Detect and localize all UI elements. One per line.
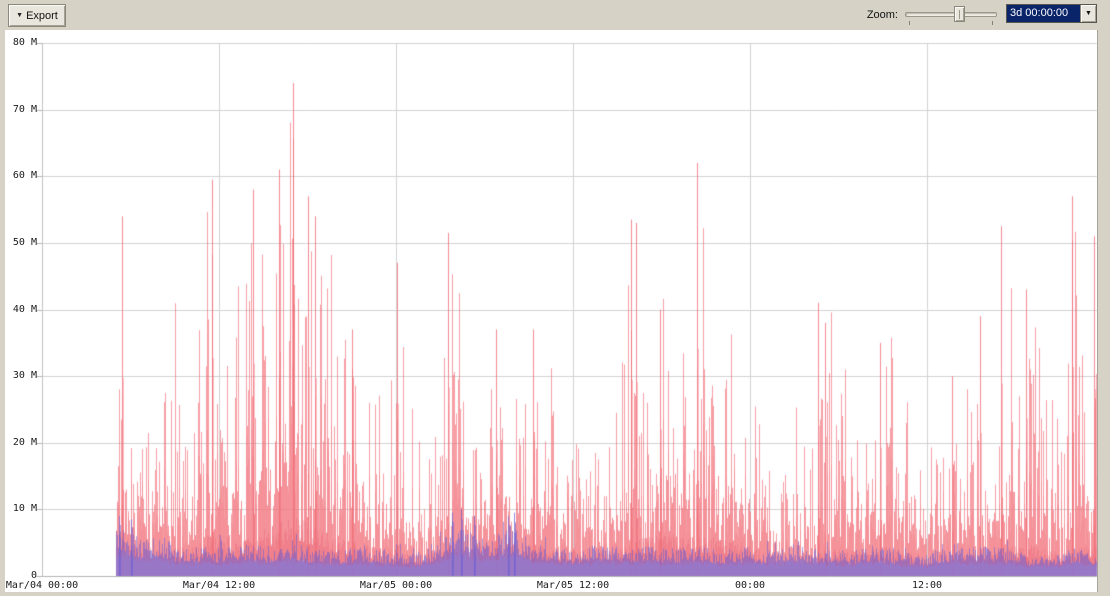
- slider-tick-max: [992, 21, 993, 25]
- x-axis-label: 12:00: [911, 580, 943, 591]
- zoom-slider-thumb[interactable]: [954, 6, 965, 22]
- export-button[interactable]: ▼ Export: [8, 4, 66, 27]
- x-axis-label: Mar/04 12:00: [182, 580, 256, 591]
- zoom-slider-track[interactable]: [905, 12, 997, 17]
- y-axis-label: 70 M: [12, 103, 37, 115]
- x-axis-label: Mar/04 00:00: [5, 580, 79, 591]
- y-axis-label: 30 M: [12, 370, 37, 382]
- arrow-down-icon: ▼: [1085, 10, 1092, 17]
- export-button-label: Export: [26, 9, 58, 22]
- y-axis-label: 80 M: [12, 37, 37, 48]
- y-axis-label: 50 M: [12, 236, 37, 248]
- chart-panel: 80 M 70 M 60 M 50 M 40 M 30 M 20 M 10 M 0 Mar/04 …: [5, 30, 1098, 592]
- y-axis-label: 40 M: [12, 303, 37, 315]
- traffic-graph-canvas[interactable]: [5, 30, 1098, 592]
- y-axis-label: 60 M: [12, 170, 37, 182]
- toolbar: ▼ Export Zoom: 3d 00:00:00 ▼: [0, 0, 1110, 30]
- time-range-combobox[interactable]: 3d 00:00:00 ▼: [1006, 4, 1097, 23]
- zoom-label: Zoom:: [866, 9, 898, 21]
- time-range-combobox-arrow[interactable]: ▼: [1080, 5, 1096, 22]
- caret-down-icon: ▼: [16, 12, 24, 19]
- y-axis-label: 0: [30, 570, 37, 581]
- y-axis-label: 20 M: [12, 436, 37, 448]
- y-axis-label: 10 M: [12, 503, 37, 515]
- x-axis-label: 00:00: [734, 580, 766, 591]
- x-axis-label: Mar/05 00:00: [359, 580, 433, 591]
- x-axis-label: Mar/05 12:00: [536, 580, 610, 591]
- slider-tick-min: [909, 21, 910, 25]
- time-range-value[interactable]: 3d 00:00:00: [1007, 5, 1080, 22]
